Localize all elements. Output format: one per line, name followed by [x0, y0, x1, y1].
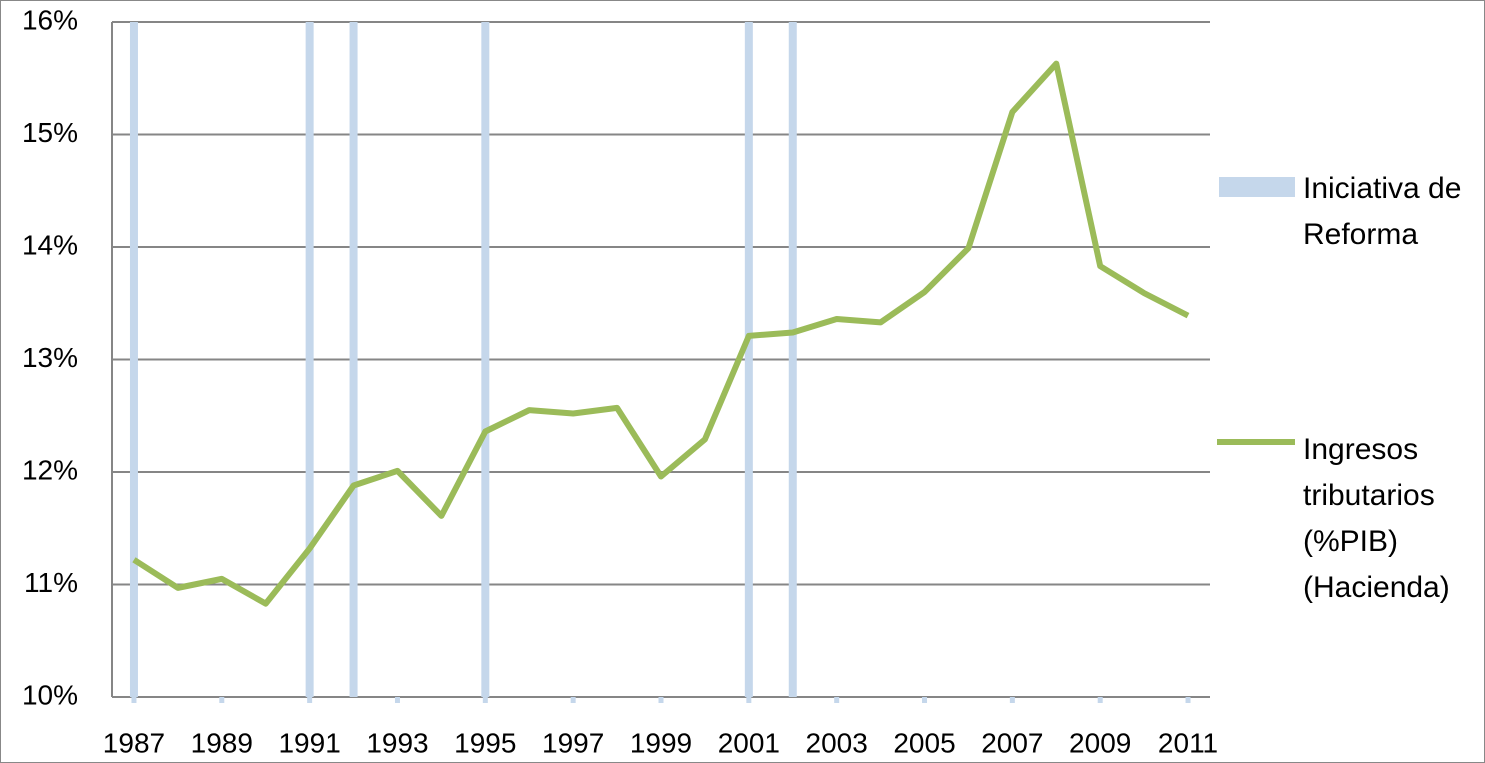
bar: [744, 22, 753, 697]
y-tick-label: 10%: [22, 679, 78, 710]
legend-swatch: [1219, 177, 1295, 197]
x-tick-label: 2005: [893, 727, 955, 758]
x-tick-label: 1989: [191, 727, 253, 758]
y-tick-label: 12%: [22, 454, 78, 485]
legend-item: Iniciativa de Reforma: [1217, 166, 1478, 258]
legend-item: Ingresos tributarios (%PIB) (Hacienda): [1217, 427, 1478, 611]
x-tick-label: 1991: [278, 727, 340, 758]
x-tick-label: 2009: [1069, 727, 1131, 758]
x-tick-label: 2007: [981, 727, 1043, 758]
y-tick-label: 14%: [22, 229, 78, 260]
bar: [305, 22, 314, 697]
bar: [129, 22, 138, 697]
x-tick-label: 2003: [806, 727, 868, 758]
bars: [129, 22, 797, 697]
line: [132, 60, 1190, 607]
x-tick-label: 1997: [542, 727, 604, 758]
x-tick-label: 1999: [630, 727, 692, 758]
x-tick-label: 2011: [1158, 727, 1218, 758]
legend-label: Ingresos tributarios (%PIB) (Hacienda): [1303, 433, 1450, 604]
legend-swatch-bar: [1219, 177, 1295, 197]
bar: [349, 22, 358, 697]
bar: [481, 22, 490, 697]
y-tick-label: 15%: [22, 117, 78, 148]
y-tick-label: 11%: [24, 567, 78, 598]
y-tick-label: 16%: [22, 4, 78, 35]
x-tick-label: 1995: [454, 727, 516, 758]
x-tick-label: 2001: [718, 727, 780, 758]
legend-swatch: [1217, 439, 1295, 445]
legend-label: Iniciativa de Reforma: [1303, 172, 1462, 251]
y-tick-label: 13%: [22, 342, 78, 373]
bar: [788, 22, 797, 697]
x-tick-label: 1993: [366, 727, 428, 758]
x-tick-label: 1987: [103, 727, 165, 758]
grid: [111, 21, 1210, 703]
lines: [132, 60, 1190, 607]
